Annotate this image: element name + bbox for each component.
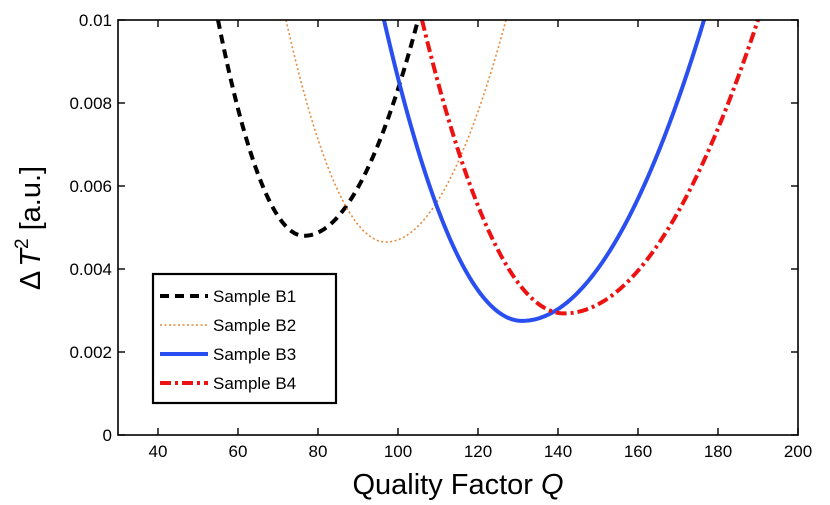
y-tick-label: 0.01	[79, 11, 112, 30]
axis-ticks	[118, 19, 799, 436]
series-line	[420, 20, 760, 316]
x-tick-label: 140	[544, 442, 572, 461]
y-tick-label: 0	[103, 426, 112, 445]
x-tick-label: 100	[384, 442, 412, 461]
y-tick-label: 0.006	[69, 177, 112, 196]
x-tick-label: 180	[704, 442, 732, 461]
legend-label: Sample B3	[213, 345, 296, 364]
x-tick-label: 200	[784, 442, 812, 461]
x-tick-label: 120	[464, 442, 492, 461]
legend-label: Sample B2	[213, 316, 296, 335]
y-tick-label: 0.004	[69, 260, 112, 279]
legend: Sample B1 Sample B2 Sample B3 Sample B4	[151, 272, 338, 405]
x-tick-label: 40	[149, 442, 168, 461]
legend-label: Sample B1	[213, 287, 296, 306]
y-tick-label: 0.002	[69, 343, 112, 362]
x-tick-label: 160	[624, 442, 652, 461]
series-line	[285, 20, 507, 243]
y-axis-title: ΔT2 [a.u.]	[12, 166, 47, 290]
x-tick-label: 60	[229, 442, 248, 461]
x-tick-label: 80	[309, 442, 328, 461]
series-line	[382, 20, 706, 323]
series-curves	[216, 20, 760, 323]
legend-label: Sample B4	[213, 374, 296, 393]
tick-labels: 40 60 80 100 120 140 160 180 200 0 0.002 0.004 0.006…	[69, 11, 812, 461]
y-tick-label: 0.008	[69, 94, 112, 113]
x-axis-title: Quality Factor Q	[352, 469, 563, 501]
plot-frame	[117, 19, 799, 436]
series-line	[216, 20, 420, 238]
